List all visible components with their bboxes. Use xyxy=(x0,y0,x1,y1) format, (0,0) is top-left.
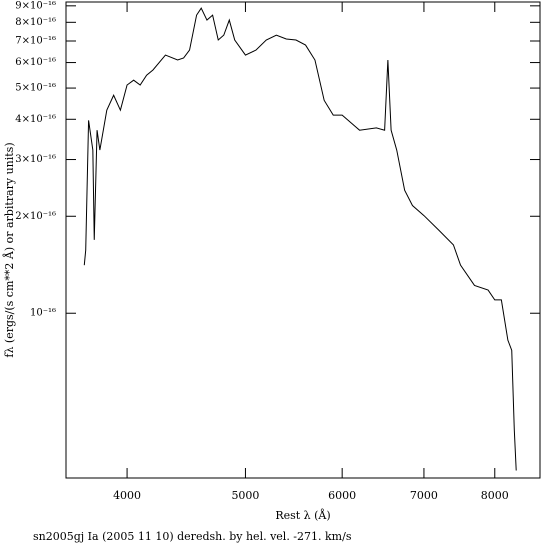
x-tick-label: 4000 xyxy=(113,489,141,502)
y-tick-label: 2×10⁻¹⁶ xyxy=(15,211,56,222)
y-axis-label: fλ (ergs/(s cm**2 Å) or arbitrary units) xyxy=(2,142,16,357)
y-tick-label: 8×10⁻¹⁶ xyxy=(15,17,56,28)
y-tick-label: 6×10⁻¹⁶ xyxy=(15,57,56,68)
spectrum-line xyxy=(83,7,517,471)
x-tick-label: 5000 xyxy=(231,489,259,502)
y-tick-label: 5×10⁻¹⁶ xyxy=(15,83,56,94)
x-tick-label: 7000 xyxy=(410,489,438,502)
y-tick-label: 10⁻¹⁶ xyxy=(30,308,56,319)
caption: sn2005gj Ia (2005 11 10) deredsh. by hel… xyxy=(33,530,352,543)
y-tick-label: 3×10⁻¹⁶ xyxy=(15,154,56,165)
x-axis-label: Rest λ (Å) xyxy=(275,508,330,522)
y-tick-label: 7×10⁻¹⁶ xyxy=(15,35,56,46)
y-tick-label: 9×10⁻¹⁶ xyxy=(15,0,56,11)
x-tick-label: 6000 xyxy=(328,489,356,502)
plot-frame xyxy=(65,1,541,479)
y-tick-label: 4×10⁻¹⁶ xyxy=(15,114,56,125)
x-tick-label: 8000 xyxy=(481,489,509,502)
